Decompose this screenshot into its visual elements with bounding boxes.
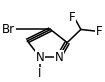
Text: F: F xyxy=(69,11,76,25)
Text: F: F xyxy=(95,25,102,38)
Text: Br: Br xyxy=(2,23,15,36)
Text: N: N xyxy=(36,51,44,64)
Text: I: I xyxy=(38,67,42,80)
Text: N: N xyxy=(54,51,63,64)
